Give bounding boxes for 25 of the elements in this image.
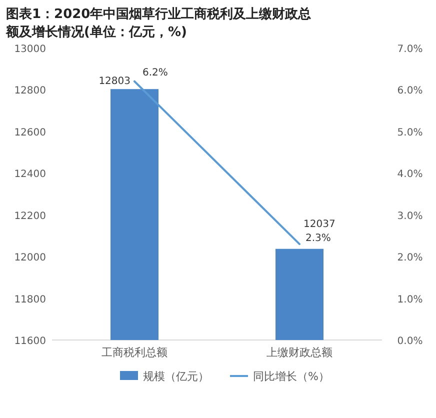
y2-tick-label: 1.0% xyxy=(397,294,423,306)
y2-tick-label: 4.0% xyxy=(397,169,423,180)
x-tick-label: 工商税利总额 xyxy=(102,346,168,359)
chart-title: 图表1：2020年中国烟草行业工商税利及上缴财政总额及增长情况(单位：亿元，%) xyxy=(5,6,312,40)
x-tick-label: 上缴财政总额 xyxy=(266,346,332,359)
legend-label: 规模（亿元） xyxy=(143,370,209,383)
y2-tick-label: 3.0% xyxy=(397,210,423,222)
y-tick-label: 12400 xyxy=(14,169,46,180)
y2-tick-label: 2.0% xyxy=(397,252,423,264)
data-label: 12037 xyxy=(304,218,336,230)
y2-tick-label: 6.0% xyxy=(397,86,423,97)
y-tick-label: 11800 xyxy=(14,294,46,306)
data-label: 12803 xyxy=(98,76,130,88)
y-tick-label: 13000 xyxy=(14,44,46,55)
y-tick-label: 12800 xyxy=(14,86,46,97)
data-label: 6.2% xyxy=(142,67,168,78)
y-tick-label: 12000 xyxy=(14,252,46,264)
legend-label: 同比增长（%） xyxy=(253,370,330,383)
y-tick-label: 12200 xyxy=(14,210,46,222)
y-tick-label: 11600 xyxy=(14,336,46,347)
y2-tick-label: 7.0% xyxy=(397,44,423,55)
y2-tick-label: 0.0% xyxy=(397,336,423,347)
y-tick-label: 12600 xyxy=(14,127,46,138)
data-label: 2.3% xyxy=(306,233,331,244)
y2-tick-label: 5.0% xyxy=(397,127,423,138)
